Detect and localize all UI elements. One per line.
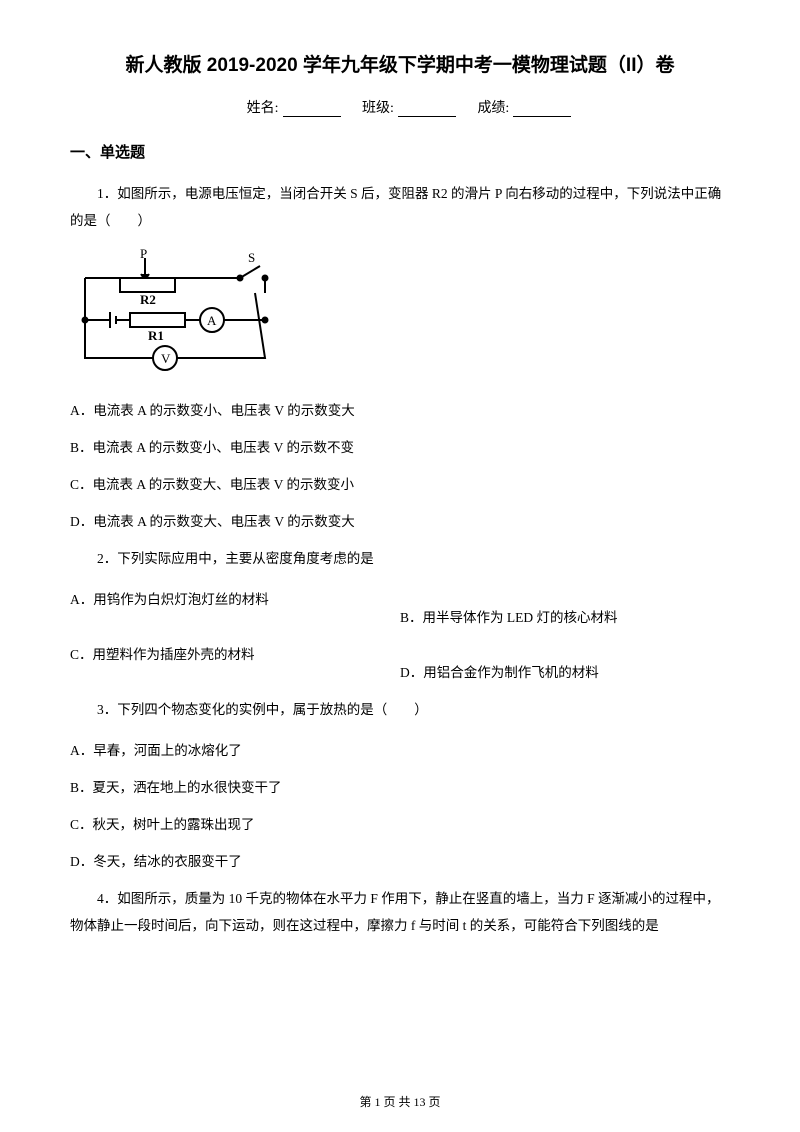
q1-stem: 1．如图所示，电源电压恒定，当闭合开关 S 后，变阻器 R2 的滑片 P 向右移… (70, 180, 730, 234)
circuit-label-v: V (161, 351, 171, 366)
q1-circuit-diagram: P R2 R1 S A V (70, 248, 730, 383)
name-label: 姓名: (247, 101, 279, 116)
q1-option-c: C．电流表 A 的示数变大、电压表 V 的示数变小 (70, 471, 730, 498)
footer-mid: 页 共 (380, 1095, 413, 1109)
footer-suffix: 页 (426, 1095, 441, 1109)
q1-option-a: A．电流表 A 的示数变小、电压表 V 的示数变大 (70, 397, 730, 424)
score-blank[interactable] (513, 101, 571, 117)
q2-options: A．用钨作为白炽灯泡灯丝的材料 B．用半导体作为 LED 灯的核心材料 C．用塑… (70, 586, 730, 696)
footer-prefix: 第 (359, 1095, 374, 1109)
q2-option-a: A．用钨作为白炽灯泡灯丝的材料 (70, 586, 400, 631)
q1-option-b: B．电流表 A 的示数变小、电压表 V 的示数不变 (70, 434, 730, 461)
q2-option-b: B．用半导体作为 LED 灯的核心材料 (400, 586, 730, 631)
section-1-heading: 一、单选题 (70, 141, 730, 162)
q2-option-c: C．用塑料作为插座外壳的材料 (70, 641, 400, 686)
q3-stem: 3．下列四个物态变化的实例中，属于放热的是（ ） (70, 696, 730, 723)
circuit-label-r1: R1 (148, 328, 164, 343)
student-info-line: 姓名: 班级: 成绩: (70, 97, 730, 117)
q4-stem: 4．如图所示，质量为 10 千克的物体在水平力 F 作用下，静止在竖直的墙上，当… (70, 885, 730, 939)
q3-option-d: D．冬天，结冰的衣服变干了 (70, 848, 730, 875)
class-label: 班级: (362, 101, 394, 116)
name-blank[interactable] (283, 101, 341, 117)
score-label: 成绩: (477, 101, 509, 116)
q2-stem: 2．下列实际应用中，主要从密度角度考虑的是 (70, 545, 730, 572)
circuit-label-p: P (140, 248, 147, 261)
q2-option-d: D．用铝合金作为制作飞机的材料 (400, 641, 730, 686)
page-title: 新人教版 2019-2020 学年九年级下学期中考一模物理试题（II）卷 (70, 50, 730, 77)
footer-total: 13 (414, 1095, 426, 1109)
page-footer: 第 1 页 共 13 页 (0, 1093, 800, 1110)
circuit-label-a: A (207, 313, 217, 328)
class-blank[interactable] (398, 101, 456, 117)
circuit-label-r2: R2 (140, 292, 156, 307)
circuit-label-s: S (248, 250, 255, 265)
q3-option-a: A．早春，河面上的冰熔化了 (70, 737, 730, 764)
q1-option-d: D．电流表 A 的示数变大、电压表 V 的示数变大 (70, 508, 730, 535)
q3-option-c: C．秋天，树叶上的露珠出现了 (70, 811, 730, 838)
q3-option-b: B．夏天，洒在地上的水很快变干了 (70, 774, 730, 801)
